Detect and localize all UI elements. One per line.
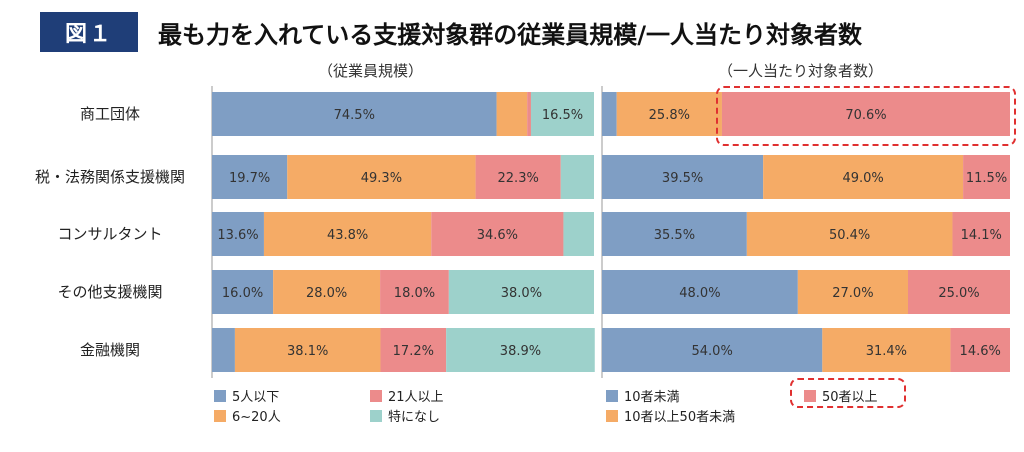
figure-label: 図１ bbox=[64, 22, 113, 47]
legend-item-under-10: 10者未満 bbox=[606, 386, 680, 405]
data-label: 11.5% bbox=[966, 171, 1007, 186]
bar-segment bbox=[602, 92, 617, 136]
data-label: 38.1% bbox=[287, 344, 328, 359]
data-label: 22.3% bbox=[498, 171, 539, 186]
data-label: 28.0% bbox=[306, 286, 347, 301]
chart-title: 最も力を入れている支援対象群の従業員規模/一人当たり対象者数 bbox=[158, 20, 863, 49]
data-label: 17.2% bbox=[393, 344, 434, 359]
bar-segment bbox=[602, 155, 764, 199]
legend-item-6-20: 6~20人 bbox=[214, 406, 281, 425]
data-label: 25.0% bbox=[938, 286, 979, 301]
category-label: 税・法務関係支援機関 bbox=[35, 168, 185, 186]
legend-item-50-or-more: 50者以上 bbox=[804, 386, 878, 405]
bar-segment bbox=[797, 270, 908, 314]
data-label: 19.7% bbox=[229, 171, 270, 186]
category-label: その他支援機関 bbox=[57, 283, 162, 301]
bar-segment bbox=[950, 328, 1010, 372]
bar-segment bbox=[212, 92, 497, 136]
data-label: 39.5% bbox=[662, 171, 703, 186]
bar-segment bbox=[822, 328, 951, 372]
figure-badge: 図１ bbox=[40, 12, 138, 52]
legend-item-none: 特になし bbox=[370, 406, 440, 425]
legend-label: 6~20人 bbox=[232, 410, 281, 425]
bar-segment bbox=[746, 212, 953, 256]
data-label: 35.5% bbox=[654, 228, 695, 243]
bar-segment bbox=[602, 270, 798, 314]
bar-segment bbox=[602, 328, 823, 372]
bar-segment bbox=[616, 92, 722, 136]
bar-segment bbox=[563, 212, 594, 256]
data-label: 50.4% bbox=[829, 228, 870, 243]
legend-label: 50者以上 bbox=[822, 390, 878, 405]
bar-segment bbox=[431, 212, 564, 256]
category-label: 金融機関 bbox=[80, 341, 140, 359]
data-label: 31.4% bbox=[866, 344, 907, 359]
category-label: 商工団体 bbox=[80, 105, 140, 123]
data-label: 18.0% bbox=[394, 286, 435, 301]
bar-segment bbox=[530, 92, 594, 136]
bar-segment bbox=[287, 155, 476, 199]
bar-segment bbox=[380, 270, 449, 314]
bar-segment bbox=[448, 270, 594, 314]
legend-swatch-pink bbox=[370, 389, 382, 402]
bar-segment bbox=[475, 155, 561, 199]
bar-segment bbox=[908, 270, 1010, 314]
data-label: 13.6% bbox=[217, 228, 258, 243]
data-label: 74.5% bbox=[334, 108, 375, 123]
left-chart-subtitle: （従業員規模） bbox=[318, 62, 424, 80]
data-label: 38.9% bbox=[500, 344, 541, 359]
bar-segment bbox=[263, 212, 432, 256]
data-label: 54.0% bbox=[692, 344, 733, 359]
data-label: 16.0% bbox=[222, 286, 263, 301]
bar-segment bbox=[963, 155, 1010, 199]
legend-swatch-orange bbox=[214, 409, 226, 422]
legend-item-10-to-50: 10者以上50者未満 bbox=[606, 406, 735, 425]
data-label: 70.6% bbox=[845, 108, 886, 123]
bar-segment bbox=[952, 212, 1010, 256]
data-label: 49.0% bbox=[842, 171, 883, 186]
data-label: 16.5% bbox=[542, 108, 583, 123]
legend-swatch-orange bbox=[606, 409, 618, 422]
data-label: 38.0% bbox=[501, 286, 542, 301]
bar-segment bbox=[560, 155, 594, 199]
legend-highlight-box bbox=[790, 378, 906, 408]
data-label: 43.8% bbox=[327, 228, 368, 243]
data-label: 27.0% bbox=[832, 286, 873, 301]
bar-segment bbox=[721, 92, 1010, 136]
legend-swatch-pink bbox=[804, 389, 816, 402]
highlight-box-50-or-more bbox=[716, 86, 1016, 146]
legend-label: 10者以上50者未満 bbox=[624, 410, 736, 425]
bar-segment bbox=[212, 212, 264, 256]
legend-swatch-blue bbox=[214, 389, 226, 402]
data-label: 14.1% bbox=[961, 228, 1002, 243]
legend-label: 特になし bbox=[388, 410, 441, 425]
legend-item-21-or-more: 21人以上 bbox=[370, 386, 444, 405]
data-label: 49.3% bbox=[361, 171, 402, 186]
bar-segment bbox=[763, 155, 964, 199]
bar-segment bbox=[527, 92, 531, 136]
category-label: コンサルタント bbox=[57, 225, 162, 243]
bar-segment bbox=[496, 92, 528, 136]
legend-label: 10者未満 bbox=[624, 390, 680, 405]
bar-segment bbox=[212, 155, 288, 199]
legend-label: 21人以上 bbox=[388, 390, 444, 405]
legend-swatch-teal bbox=[370, 409, 382, 422]
bar-segment bbox=[234, 328, 381, 372]
bar-segment bbox=[602, 212, 747, 256]
data-label: 34.6% bbox=[477, 228, 518, 243]
legend-swatch-blue bbox=[606, 389, 618, 402]
legend-label: 5人以下 bbox=[232, 390, 280, 405]
bar-segment bbox=[446, 328, 595, 372]
bar-segment bbox=[273, 270, 381, 314]
legend-item-5-or-less: 5人以下 bbox=[214, 386, 279, 405]
bar-segment bbox=[212, 270, 274, 314]
bar-segment bbox=[212, 328, 235, 372]
right-chart-subtitle: （一人当たり対象者数） bbox=[718, 62, 884, 80]
data-label: 48.0% bbox=[679, 286, 720, 301]
data-label: 25.8% bbox=[649, 108, 690, 123]
data-label: 14.6% bbox=[960, 344, 1001, 359]
bar-segment bbox=[380, 328, 447, 372]
